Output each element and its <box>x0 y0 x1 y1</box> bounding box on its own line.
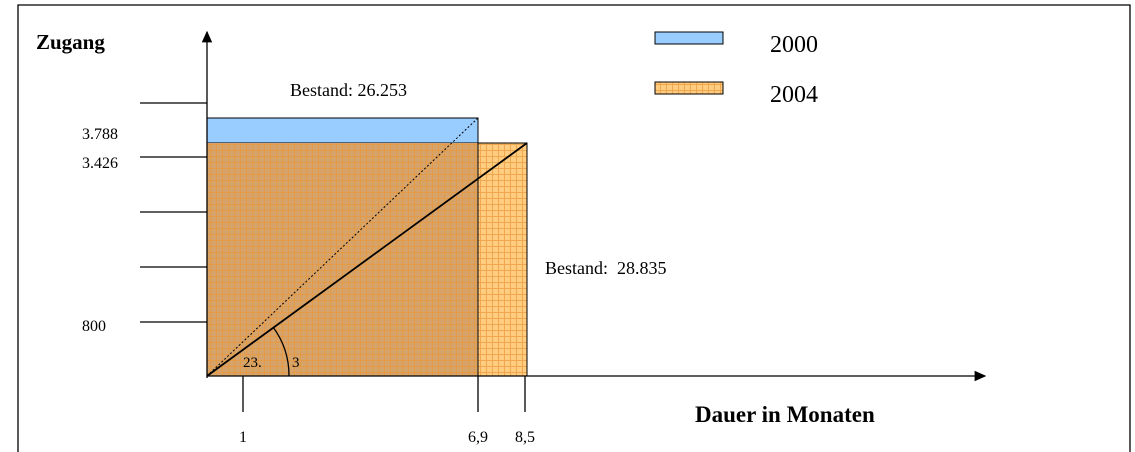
rate-line-2004 <box>206 142 528 377</box>
legend-swatch <box>654 31 724 45</box>
x-axis-title: Dauer in Monaten <box>695 402 875 427</box>
frame <box>17 4 1131 452</box>
y-axis-title: Zugang <box>36 30 105 54</box>
x-tick-label: 6,9 <box>468 429 488 446</box>
y-tick-label: 3.788 <box>82 126 118 143</box>
angle-arc <box>272 326 290 377</box>
legend-label: 2004 <box>770 82 818 108</box>
y-tick-label: 800 <box>82 318 106 335</box>
y-ticks <box>140 102 207 323</box>
annotation: Bestand: 28.835 <box>545 258 667 278</box>
x-ticks <box>242 376 526 412</box>
legend-swatch <box>654 81 724 95</box>
angle-label: 3 <box>292 355 300 371</box>
legend-label: 2000 <box>770 32 818 58</box>
x-tick-label: 8,5 <box>515 429 535 446</box>
y-tick-label: 3.426 <box>82 155 118 172</box>
annotation: Bestand: 26.253 <box>290 80 407 100</box>
x-tick-label: 1 <box>239 429 247 446</box>
overlap-area <box>207 143 478 376</box>
angle-label: 23. <box>243 355 262 371</box>
